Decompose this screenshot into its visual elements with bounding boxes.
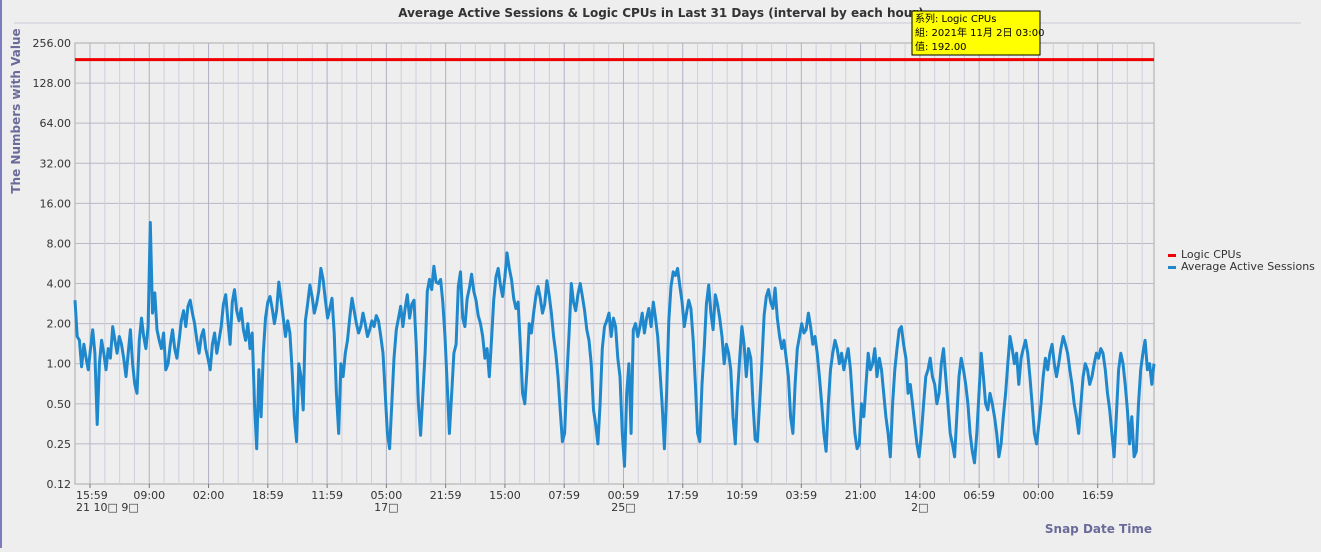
y-tick-label: 0.12 xyxy=(47,478,72,491)
x-tick-label: 17:59 xyxy=(667,489,699,502)
y-tick-label: 32.00 xyxy=(40,157,72,170)
x-tick-label: 00:00 xyxy=(1023,489,1055,502)
x-date-label: 21 10□ 9□ xyxy=(76,501,139,514)
tooltip: 系列: Logic CPUs 組: 2021年 11月 2日 03:00 值: … xyxy=(911,10,1044,56)
x-tick-label: 18:59 xyxy=(252,489,284,502)
y-tick-label: 16.00 xyxy=(40,197,72,210)
y-tick-label: 256.00 xyxy=(33,37,72,50)
tooltip-box xyxy=(911,10,1041,56)
x-tick-label: 21:00 xyxy=(845,489,877,502)
y-tick-label: 128.00 xyxy=(33,77,72,90)
tooltip-group: 組: 2021年 11月 2日 03:00 xyxy=(915,26,1044,39)
legend-swatch xyxy=(1168,266,1176,269)
x-date-label: 2□ xyxy=(911,501,928,514)
y-tick-label: 8.00 xyxy=(47,237,72,250)
x-tick-label: 21:59 xyxy=(430,489,462,502)
y-tick-label: 4.00 xyxy=(47,278,72,291)
grid-lines xyxy=(75,43,1154,484)
y-tick-label: 2.00 xyxy=(47,318,72,331)
y-tick-label: 64.00 xyxy=(40,117,72,130)
x-tick-label: 02:00 xyxy=(193,489,225,502)
x-axis-date-labels: 21 10□ 9□ 17□ 25□ 2□ xyxy=(76,501,929,514)
y-tick-label: 0.50 xyxy=(47,398,72,411)
x-tick-label: 10:59 xyxy=(726,489,758,502)
x-date-label: 25□ xyxy=(611,501,635,514)
y-axis-title: The Numbers with Value xyxy=(9,28,23,193)
chart-title: Average Active Sessions & Logic CPUs in … xyxy=(398,6,924,20)
x-axis-ticks: 15:59 09:00 02:00 18:59 11:59 05:00 21:59 15:00… xyxy=(76,484,1114,502)
x-tick-label: 07:59 xyxy=(548,489,580,502)
y-tick-label: 0.25 xyxy=(47,438,72,451)
x-tick-label: 06:59 xyxy=(963,489,995,502)
tooltip-value: 值: 192.00 xyxy=(915,40,967,53)
x-tick-label: 15:59 xyxy=(76,489,108,502)
legend-swatch xyxy=(1168,254,1176,257)
x-date-label: 17□ xyxy=(374,501,398,514)
legend-label: Average Active Sessions xyxy=(1181,260,1315,273)
x-tick-label: 00:59 xyxy=(608,489,640,502)
y-tick-label: 1.00 xyxy=(47,358,72,371)
x-tick-label: 14:00 xyxy=(904,489,936,502)
x-tick-label: 03:59 xyxy=(785,489,817,502)
x-tick-label: 16:59 xyxy=(1082,489,1114,502)
window-left-border xyxy=(0,0,2,548)
tooltip-series: 系列: Logic CPUs xyxy=(915,12,996,25)
series-line-average-active-sessions xyxy=(73,221,1156,468)
series-layer xyxy=(73,58,1156,468)
x-tick-label: 05:00 xyxy=(371,489,403,502)
plot-background xyxy=(74,42,1155,485)
x-axis-title: Snap Date Time xyxy=(1045,522,1152,536)
legend-label: Logic CPUs xyxy=(1181,248,1242,261)
x-tick-label: 11:59 xyxy=(311,489,343,502)
x-tick-label: 15:00 xyxy=(489,489,521,502)
x-tick-label: 09:00 xyxy=(133,489,165,502)
y-axis-ticks: 256.00 128.00 64.00 32.00 16.00 8.00 4.00 2.00 1… xyxy=(33,37,72,491)
